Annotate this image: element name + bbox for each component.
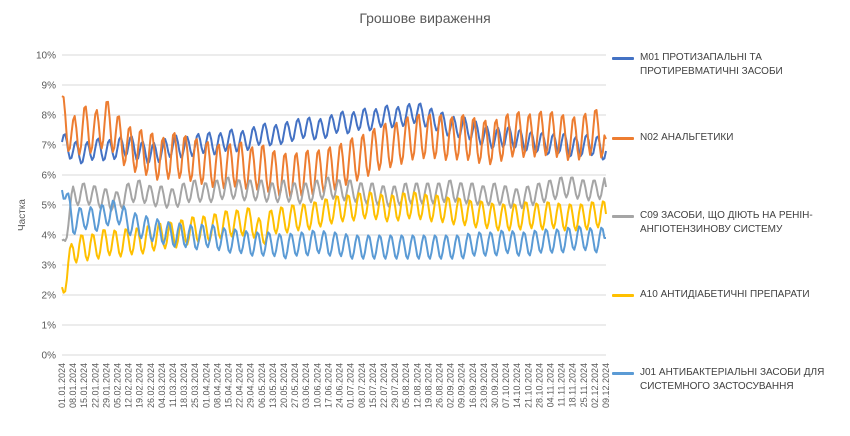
x-tick-label: 02.12.2024: [590, 363, 600, 408]
series-line-1: [61, 95, 607, 199]
x-tick-label: 12.08.2024: [412, 363, 422, 408]
x-tick-label: 01.04.2024: [201, 363, 211, 408]
x-tick-label: 09.12.2024: [601, 363, 611, 408]
x-tick-label: 26.08.2024: [434, 363, 444, 408]
x-tick-label: 29.01.2024: [101, 363, 111, 408]
series-line-3: [61, 191, 607, 294]
legend-label: M01 ПРОТИЗАПАЛЬНІ ТА ПРОТИРЕВМАТИЧНІ ЗАС…: [640, 52, 783, 77]
legend-swatch: [612, 294, 634, 297]
x-tick-label: 22.07.2024: [379, 363, 389, 408]
legend-label: J01 АНТИБАКТЕРІАЛЬНІ ЗАСОБИ ДЛЯ СИСТЕМНО…: [640, 367, 825, 392]
x-tick-label: 15.01.2024: [79, 363, 89, 408]
y-tick-label: 2%: [42, 291, 57, 302]
x-tick-label: 10.06.2024: [312, 363, 322, 408]
x-tick-label: 05.02.2024: [113, 363, 123, 408]
x-tick-label: 01.01.2024: [57, 363, 67, 408]
x-tick-label: 25.03.2024: [190, 363, 200, 408]
x-tick-label: 08.04.2024: [212, 363, 222, 408]
x-tick-label: 11.03.2024: [168, 363, 178, 407]
legend-item: C09 ЗАСОБИ, ЩО ДІЮТЬ НА РЕНІН-АНГІОТЕНЗИ…: [612, 209, 844, 237]
y-tick-label: 6%: [42, 171, 57, 182]
x-tick-label: 29.07.2024: [390, 363, 400, 408]
x-tick-label: 05.08.2024: [401, 363, 411, 408]
x-tick-label: 08.07.2024: [357, 363, 367, 408]
x-tick-label: 22.04.2024: [235, 363, 245, 408]
legend-swatch: [612, 57, 634, 60]
series-line-2: [61, 176, 607, 242]
x-tick-label: 19.08.2024: [423, 363, 433, 408]
y-tick-label: 3%: [42, 261, 57, 272]
legend-item: A10 АНТИДІАБЕТИЧНІ ПРЕПАРАТИ: [612, 288, 844, 302]
x-tick-label: 22.01.2024: [90, 363, 100, 408]
x-tick-label: 02.09.2024: [446, 363, 456, 408]
x-tick-label: 01.07.2024: [346, 363, 356, 408]
legend-swatch: [612, 137, 634, 140]
y-axis-label: Частка: [17, 199, 28, 231]
legend-swatch: [612, 372, 634, 375]
x-tick-label: 09.09.2024: [457, 363, 467, 408]
x-tick-label: 23.09.2024: [479, 363, 489, 408]
legend-item: N02 АНАЛЬГЕТИКИ: [612, 131, 844, 145]
x-tick-label: 11.11.2024: [557, 363, 567, 407]
legend-swatch: [612, 215, 634, 218]
x-tick-label: 04.11.2024: [545, 363, 555, 407]
x-tick-label: 27.05.2024: [290, 363, 300, 408]
legend: M01 ПРОТИЗАПАЛЬНІ ТА ПРОТИРЕВМАТИЧНІ ЗАС…: [612, 0, 844, 436]
x-tick-label: 04.03.2024: [157, 363, 167, 408]
x-tick-label: 24.06.2024: [335, 363, 345, 408]
x-tick-label: 17.06.2024: [323, 363, 333, 408]
x-tick-label: 28.10.2024: [534, 363, 544, 408]
legend-item: M01 ПРОТИЗАПАЛЬНІ ТА ПРОТИРЕВМАТИЧНІ ЗАС…: [612, 51, 844, 79]
legend-label: N02 АНАЛЬГЕТИКИ: [640, 132, 734, 143]
chart-title: Грошове вираження: [359, 10, 490, 26]
y-tick-label: 4%: [42, 231, 57, 242]
x-tick-label: 08.01.2024: [68, 363, 78, 408]
x-tick-label: 21.10.2024: [523, 363, 533, 408]
x-tick-label: 19.02.2024: [135, 363, 145, 408]
x-tick-label: 15.04.2024: [224, 363, 234, 408]
x-tick-label: 03.06.2024: [301, 363, 311, 408]
y-tick-label: 1%: [42, 321, 57, 332]
x-tick-label: 20.05.2024: [279, 363, 289, 408]
y-tick-label: 5%: [42, 201, 57, 212]
x-tick-label: 26.02.2024: [146, 363, 156, 408]
x-tick-label: 25.11.2024: [579, 363, 589, 407]
x-tick-label: 15.07.2024: [368, 363, 378, 408]
x-tick-label: 13.05.2024: [268, 363, 278, 408]
legend-label: C09 ЗАСОБИ, ЩО ДІЮТЬ НА РЕНІН-АНГІОТЕНЗИ…: [640, 210, 813, 235]
x-tick-label: 30.09.2024: [490, 363, 500, 408]
y-tick-label: 8%: [42, 111, 57, 122]
x-tick-label: 12.02.2024: [124, 363, 134, 408]
x-tick-label: 16.09.2024: [468, 363, 478, 408]
x-tick-label: 18.03.2024: [179, 363, 189, 408]
x-tick-label: 07.10.2024: [501, 363, 511, 408]
legend-label: A10 АНТИДІАБЕТИЧНІ ПРЕПАРАТИ: [640, 289, 810, 300]
y-tick-label: 7%: [42, 141, 57, 152]
y-tick-label: 0%: [42, 351, 57, 362]
x-tick-label: 06.05.2024: [257, 363, 267, 408]
series-line-4: [61, 189, 606, 260]
x-tick-label: 14.10.2024: [512, 363, 522, 408]
x-tick-label: 18.11.2024: [568, 363, 578, 407]
y-tick-label: 9%: [42, 81, 57, 92]
x-tick-label: 29.04.2024: [246, 363, 256, 408]
legend-item: J01 АНТИБАКТЕРІАЛЬНІ ЗАСОБИ ДЛЯ СИСТЕМНО…: [612, 366, 844, 394]
y-tick-label: 10%: [36, 51, 56, 62]
